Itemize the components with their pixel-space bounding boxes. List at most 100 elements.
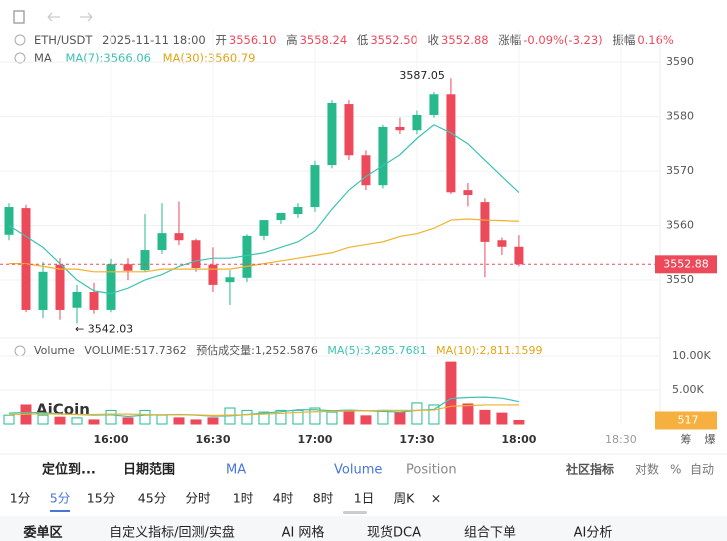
annotation: 3587.05 bbox=[399, 69, 445, 82]
volume-bar bbox=[445, 361, 457, 425]
x-tick-label: 16:30 bbox=[195, 433, 230, 446]
candle-body bbox=[480, 202, 490, 242]
interval[interactable]: 8时 bbox=[313, 491, 334, 506]
ma-name: MA bbox=[34, 51, 52, 65]
candle-body bbox=[412, 114, 422, 131]
volume-bar bbox=[513, 419, 525, 425]
candle-body bbox=[242, 235, 252, 278]
interval[interactable]: 1时 bbox=[233, 491, 254, 506]
candle-body bbox=[327, 102, 337, 166]
candle-body bbox=[140, 250, 150, 271]
toolbar: 定位到... 日期范围 MA Volume Position 社区指标 对数 %… bbox=[41, 462, 714, 478]
drag-handle[interactable] bbox=[343, 511, 367, 514]
rows: 1分 5分 15分 45分 分时 1时 4时 8时 1日 周K × 委单区 自定义指标/回测/实盘 AI … bbox=[10, 491, 613, 541]
label: 高 bbox=[286, 33, 298, 47]
volume-bar bbox=[411, 402, 423, 425]
candle-body bbox=[514, 246, 524, 265]
interval[interactable]: 45分 bbox=[138, 491, 166, 506]
vol-ma5: MA(5):3,285.7681 bbox=[327, 344, 426, 357]
candle-body bbox=[174, 233, 184, 241]
candle-body bbox=[361, 155, 371, 186]
interval[interactable]: 周K bbox=[394, 491, 416, 506]
side-tab[interactable]: 筹 bbox=[681, 432, 692, 446]
redo-icon[interactable] bbox=[80, 12, 93, 22]
interval[interactable]: 分时 bbox=[185, 491, 211, 506]
candle-body bbox=[72, 291, 82, 308]
candle-body bbox=[4, 207, 14, 235]
y-tick-label: 3550 bbox=[666, 273, 694, 286]
volume-bar bbox=[326, 411, 338, 425]
volume-bar bbox=[3, 414, 15, 425]
volume-bar bbox=[275, 409, 287, 425]
y-tick-label: 3560 bbox=[666, 219, 694, 232]
label: 低 bbox=[357, 33, 369, 47]
candle-body bbox=[259, 220, 269, 236]
delete-icon[interactable] bbox=[13, 10, 25, 24]
bottom-bar bbox=[0, 516, 727, 541]
candle-body bbox=[106, 264, 116, 310]
interval[interactable]: 5分 bbox=[50, 491, 70, 506]
candle-body bbox=[191, 240, 201, 269]
bottom-tab[interactable]: 委单区 bbox=[22, 525, 62, 541]
candle-body bbox=[89, 291, 99, 310]
candle-body bbox=[225, 277, 235, 283]
candle-body bbox=[463, 190, 473, 196]
bottom-tab[interactable]: 自定义指标/回测/实盘 bbox=[109, 525, 235, 541]
collapse-icon[interactable] bbox=[14, 52, 26, 64]
volume-bar bbox=[479, 409, 491, 425]
volume-bar bbox=[258, 411, 270, 425]
tool[interactable]: 定位到... bbox=[41, 462, 96, 478]
collapse-icon[interactable] bbox=[14, 345, 26, 357]
candle-body bbox=[293, 207, 303, 215]
candle-body bbox=[344, 104, 354, 156]
candle-body bbox=[123, 264, 133, 271]
candle-body bbox=[378, 126, 388, 186]
price-tag-bg bbox=[655, 255, 717, 274]
volume-bar bbox=[343, 409, 355, 425]
volume-bar bbox=[139, 409, 151, 425]
ma7-legend: MA(7):3566.06 bbox=[65, 51, 151, 65]
plot: 3550 3560 3570 3580 3590 5.00K 10.00K 16:00 16:3… bbox=[0, 30, 717, 446]
interval[interactable]: × bbox=[431, 491, 441, 506]
interval[interactable]: 4时 bbox=[273, 491, 294, 506]
x-tick-label: 18:30 bbox=[605, 433, 637, 446]
volume-bar bbox=[173, 417, 185, 425]
tool[interactable]: Position bbox=[406, 463, 457, 478]
candle-body bbox=[497, 240, 507, 247]
tool[interactable]: 日期范围 bbox=[123, 462, 175, 478]
tool[interactable]: Volume bbox=[334, 463, 382, 478]
price-tag: 3552.88 bbox=[663, 257, 709, 270]
interval[interactable]: 15分 bbox=[87, 491, 115, 506]
bottom-tab[interactable]: AI分析 bbox=[574, 526, 613, 541]
collapse-icon[interactable] bbox=[14, 34, 26, 46]
symbol: ETH/USDT bbox=[34, 33, 93, 47]
volume-bar bbox=[292, 409, 304, 425]
bottom-tab[interactable]: 组合下单 bbox=[464, 526, 516, 541]
value: 3558.24 bbox=[300, 33, 348, 47]
candle-body bbox=[55, 264, 65, 310]
candle-body bbox=[208, 264, 218, 285]
interval[interactable]: 1分 bbox=[10, 491, 30, 506]
volume-bar bbox=[71, 417, 83, 425]
vol-ma10: MA(10):2,811.1599 bbox=[436, 344, 542, 357]
label: 收 bbox=[428, 33, 440, 47]
x-tick-label: 17:30 bbox=[399, 433, 434, 446]
label: 涨幅 bbox=[498, 33, 521, 47]
interval[interactable]: 1日 bbox=[354, 491, 374, 506]
tool[interactable]: 社区指标 bbox=[565, 462, 614, 477]
bottom-tab[interactable]: 现货DCA bbox=[367, 525, 421, 541]
tool[interactable]: MA bbox=[226, 463, 246, 478]
side-tab[interactable]: 爆 bbox=[705, 432, 716, 446]
volume-bar bbox=[428, 404, 440, 425]
tool[interactable]: 对数 bbox=[635, 462, 659, 477]
undo-icon[interactable] bbox=[47, 12, 60, 22]
volume-bar bbox=[156, 414, 168, 425]
tool[interactable]: % bbox=[670, 463, 681, 477]
x-tick-label: 18:00 bbox=[501, 433, 536, 446]
candle-body bbox=[21, 208, 31, 310]
tool[interactable]: 自动 bbox=[690, 463, 714, 477]
volume-bar bbox=[207, 417, 219, 425]
interval-underline bbox=[50, 510, 70, 512]
bottom-tab[interactable]: AI 网格 bbox=[282, 525, 325, 541]
